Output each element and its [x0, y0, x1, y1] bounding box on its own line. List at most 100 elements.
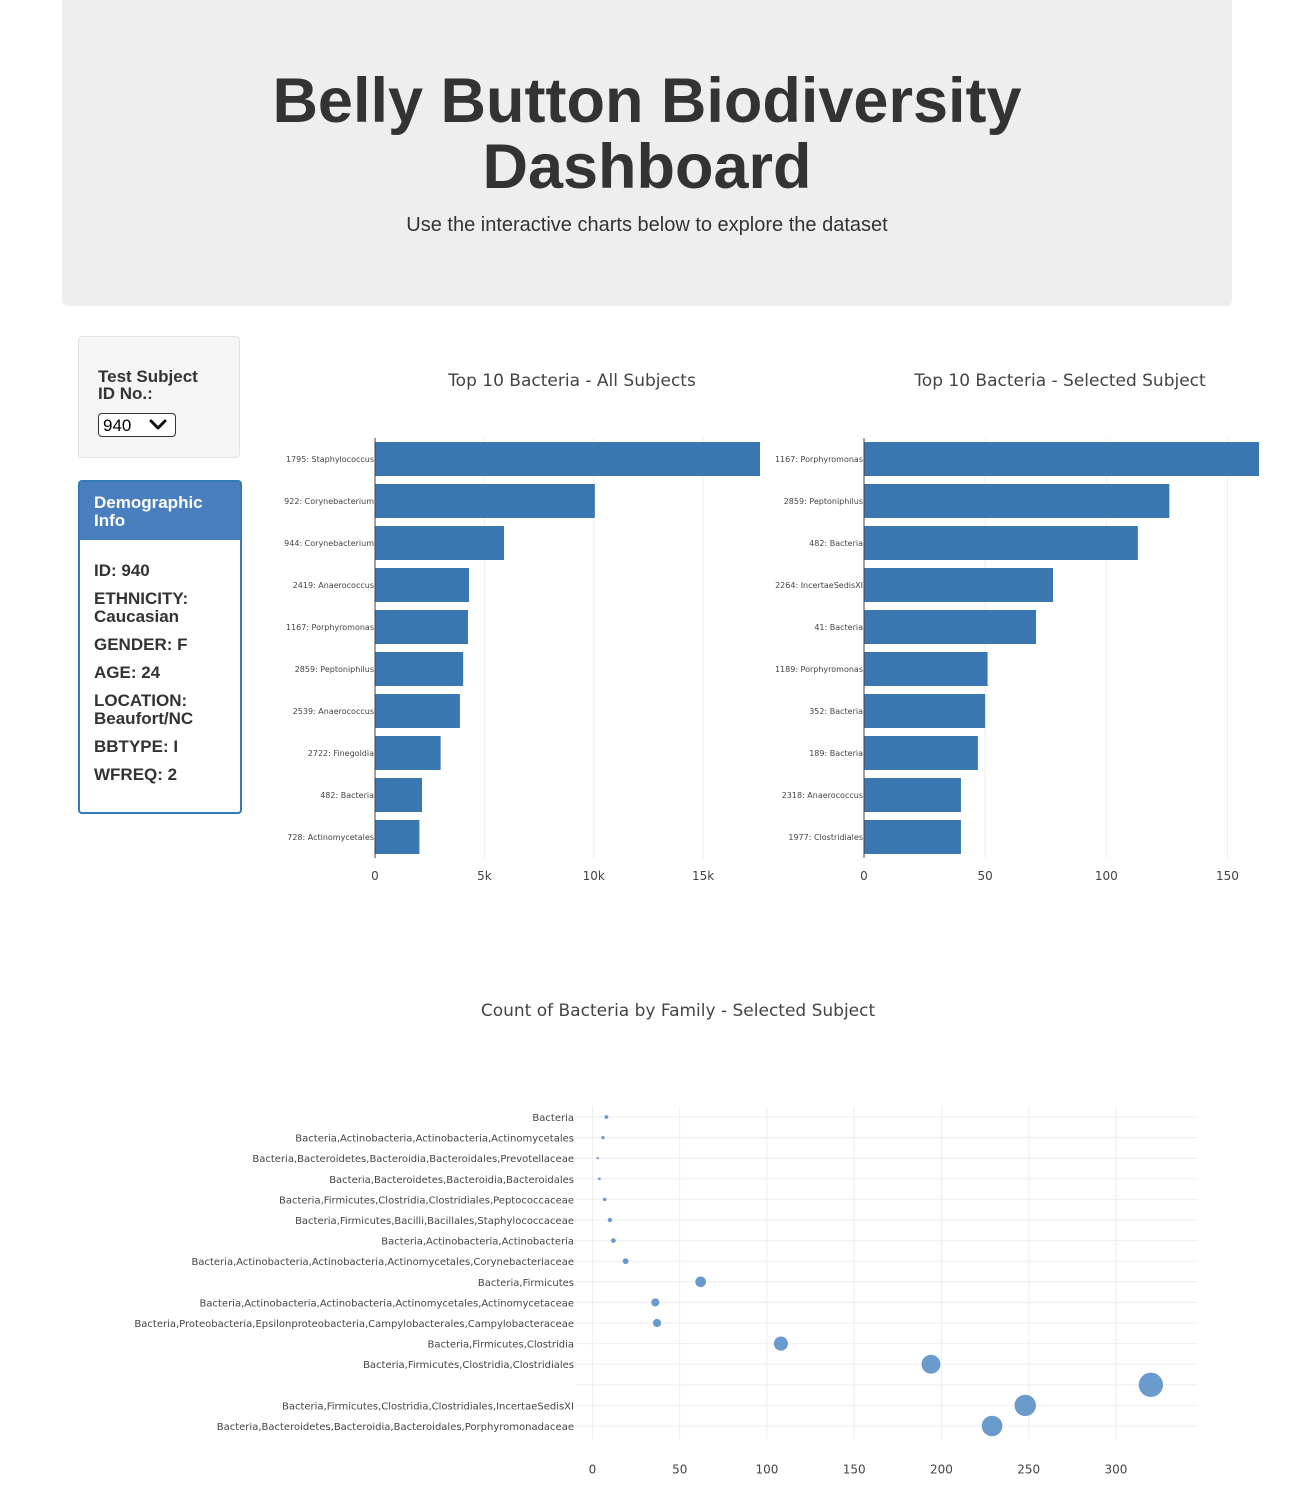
bubble-category-label: Bacteria,Actinobacteria,Actinobacteria,A…	[295, 1134, 574, 1145]
bubble-title: Count of Bacteria by Family - Selected S…	[481, 1001, 876, 1021]
bar-sel-bar	[864, 526, 1138, 560]
demographic-info-heading: Demographic Info	[80, 482, 240, 540]
bar-chart-all-subjects[interactable]: Top 10 Bacteria - All Subjects 0 5k 10k 15k 1…	[272, 360, 772, 880]
demo-age: AGE: 24	[94, 664, 234, 682]
bubble-category-label: Bacteria,Proteobacteria,Epsilonproteobac…	[134, 1319, 574, 1330]
bar-sel-xtick-label: 100	[1095, 869, 1118, 880]
bar-all-category-label: 2859: Peptoniphilus	[295, 665, 374, 674]
bar-all-category-label: 944: Corynebacterium	[284, 539, 374, 548]
demographic-info-panel: Demographic Info ID: 940 ETHNICITY: Caucas…	[78, 480, 242, 814]
bubble-point	[652, 1318, 662, 1328]
demo-wfreq-text: WFREQ: 2	[94, 765, 178, 784]
bar-all-bar	[375, 526, 505, 560]
bar-sel-bar	[864, 694, 986, 728]
bubble-xtick-label: 250	[1017, 1463, 1040, 1477]
bubble-category-label: Bacteria,Bacteroidetes,Bacteroidia,Bacte…	[252, 1154, 574, 1165]
demo-ethnicity: ETHNICITY: Caucasian	[94, 590, 234, 626]
bubble-category-label: Bacteria,Firmicutes,Clostridia,Clostridi…	[282, 1401, 574, 1412]
bubble-category-label: Bacteria,Firmicutes,Clostridia	[428, 1340, 574, 1351]
bar-all-category-label: 922: Corynebacterium	[284, 497, 374, 506]
bubble-point	[596, 1157, 599, 1160]
page-title-line2: Dashboard	[482, 132, 812, 202]
bubble-point	[598, 1177, 601, 1181]
bubble-category-label: Bacteria	[532, 1113, 574, 1124]
demographic-info-body: ID: 940 ETHNICITY: Caucasian GENDER: F AG…	[94, 562, 234, 794]
bubble-category-label: Bacteria,Actinobacteria,Actinobacteria,A…	[200, 1298, 574, 1309]
demo-ethnicity-value: Caucasian	[94, 607, 180, 626]
page-title-line1: Belly Button Biodiversity	[272, 66, 1022, 136]
bubble-point	[602, 1197, 607, 1202]
bubble-chart-family[interactable]: Count of Bacteria by Family - Selected S…	[100, 990, 1298, 1490]
demo-id-text: ID: 940	[94, 561, 150, 580]
bar-sel-bar	[864, 568, 1054, 602]
bar-sel-category-label: 482: Bacteria	[809, 539, 863, 548]
demographic-title-line2: Info	[94, 511, 126, 530]
bar-sel-bar	[864, 778, 961, 812]
bubble-point	[622, 1258, 629, 1265]
page-title: Belly Button Biodiversity Dashboard	[62, 68, 1232, 200]
bubble-point	[604, 1115, 609, 1119]
bubble-point	[695, 1276, 707, 1288]
demo-ethnicity-label: ETHNICITY:	[94, 589, 189, 608]
bar-sel-category-label: 2264: IncertaeSedisXI	[775, 581, 863, 590]
subject-id-select[interactable]: 940	[98, 413, 176, 437]
bar-sel-category-label: 1167: Porphyromonas	[775, 455, 863, 464]
bubble-category-label: Bacteria,Firmicutes,Bacilli,Bacillales,S…	[295, 1216, 574, 1227]
bubble-point	[601, 1135, 605, 1140]
bar-sel-bar	[864, 736, 978, 770]
bar-all-bar	[375, 652, 464, 686]
bar-all-bar	[375, 568, 470, 602]
selector-label-line1: Test Subject	[98, 367, 198, 386]
bar-all-bar	[375, 610, 468, 644]
demographic-info-title: Demographic Info	[94, 494, 203, 530]
bar-all-bar	[375, 778, 423, 812]
bar-all-bar	[375, 694, 460, 728]
subject-selector-well: Test Subject ID No.: 940	[78, 336, 240, 458]
bubble-category-label: Bacteria,Firmicutes,Clostridia,Clostridi…	[363, 1360, 574, 1371]
bubble-category-label: Bacteria,Firmicutes	[478, 1278, 574, 1289]
bar-sel-category-label: 189: Bacteria	[809, 749, 863, 758]
bar-all-xtick-label: 5k	[477, 869, 492, 880]
bubble-point	[1014, 1394, 1036, 1417]
bubble-category-label: Bacteria,Bacteroidetes,Bacteroidia,Bacte…	[217, 1422, 574, 1433]
bar-sel-xtick-label: 50	[978, 869, 993, 880]
bubble-point	[981, 1415, 1003, 1437]
demo-age-text: AGE: 24	[94, 663, 161, 682]
bubble-point	[921, 1354, 941, 1374]
bubble-xtick-label: 50	[672, 1463, 687, 1477]
bar-sel-category-label: 41: Bacteria	[814, 623, 863, 632]
bar-all-xtick-label: 0	[371, 869, 379, 880]
demo-gender: GENDER: F	[94, 636, 234, 654]
bubble-category-label: Bacteria,Actinobacteria,Actinobacteria,A…	[192, 1257, 575, 1268]
bar-all-xtick-label: 10k	[583, 869, 605, 880]
bar-all-bar	[375, 484, 595, 518]
bubble-point	[651, 1298, 660, 1307]
bar-chart-selected-subject[interactable]: Top 10 Bacteria - Selected Subject 0 50 100…	[762, 360, 1298, 880]
page-subtitle: Use the interactive charts below to expl…	[406, 214, 888, 236]
demo-bbtype-text: BBTYPE: I	[94, 737, 179, 756]
bubble-point	[611, 1238, 616, 1243]
bar-sel-bar	[864, 610, 1037, 644]
bubble-category-label: Bacteria,Actinobacteria,Actinobacteria	[381, 1237, 574, 1248]
bar-sel-category-label: 2859: Peptoniphilus	[784, 497, 863, 506]
bar-sel-category-label: 1977: Clostridiales	[788, 833, 863, 842]
bar-all-bar	[375, 736, 441, 770]
bar-sel-bar	[864, 652, 988, 686]
demo-location-label: LOCATION:	[94, 691, 188, 710]
subject-selector-label: Test Subject ID No.:	[98, 368, 198, 402]
bubble-point	[607, 1217, 613, 1223]
bar-all-bar	[375, 442, 760, 476]
demo-wfreq: WFREQ: 2	[94, 766, 234, 784]
bar-all-category-label: 1795: Staphylococcus	[286, 455, 374, 464]
bar-sel-category-label: 2318: Anaerococcus	[782, 791, 863, 800]
bubble-category-label: Bacteria,Bacteroidetes,Bacteroidia,Bacte…	[329, 1175, 574, 1186]
demo-location: LOCATION: Beaufort/NC	[94, 692, 234, 728]
bar-sel-xtick-label: 0	[860, 869, 868, 880]
bar-all-title: Top 10 Bacteria - All Subjects	[447, 371, 696, 391]
selector-label-line2: ID No.:	[98, 384, 153, 403]
bar-sel-category-label: 352: Bacteria	[809, 707, 863, 716]
bar-all-category-label: 1167: Porphyromonas	[286, 623, 374, 632]
bar-all-category-label: 482: Bacteria	[320, 791, 374, 800]
bar-sel-bar	[864, 820, 961, 854]
bubble-category-label: Bacteria,Firmicutes,Clostridia,Clostridi…	[279, 1195, 574, 1206]
